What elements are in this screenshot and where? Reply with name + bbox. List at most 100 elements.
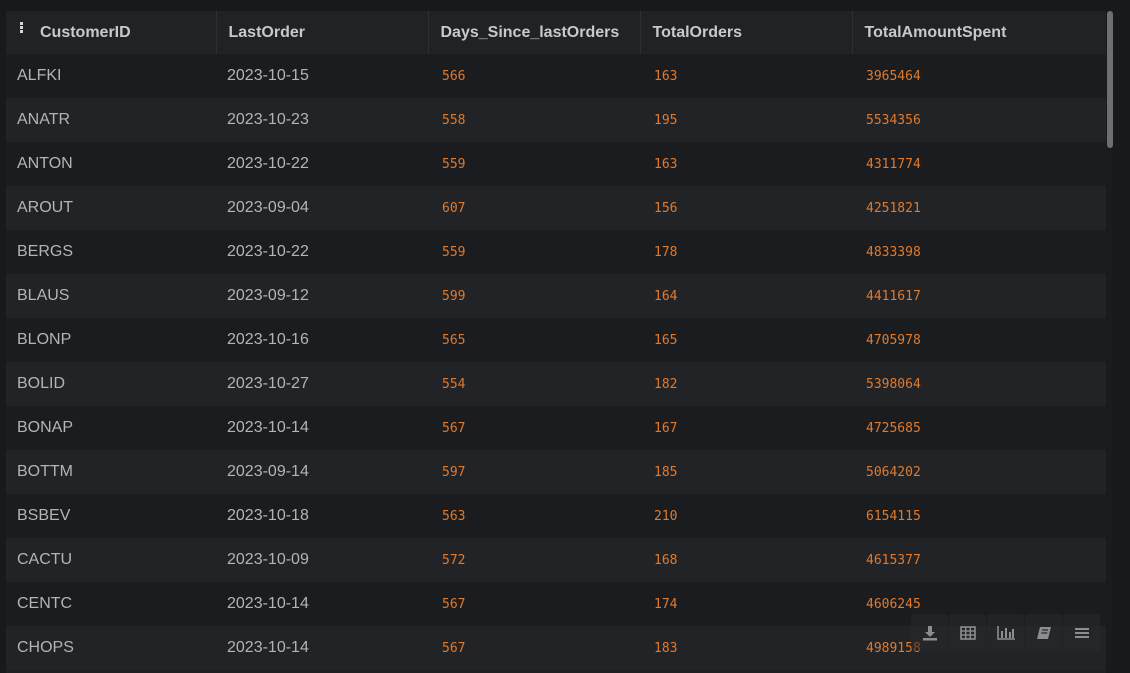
table-view-button[interactable] xyxy=(949,614,986,651)
notebook-icon xyxy=(1036,626,1051,639)
menu-button[interactable] xyxy=(1063,614,1100,651)
cell-days-since: 567 xyxy=(442,640,466,656)
cell-totalorders: 167 xyxy=(654,420,678,436)
cell-totalamountspent: 5534356 xyxy=(866,112,921,128)
cell-totalamountspent: 4615377 xyxy=(866,552,921,568)
column-header-lastorder[interactable]: LastOrder xyxy=(216,11,429,54)
cell-lastorder: 2023-09-12 xyxy=(227,287,309,304)
cell-totalorders: 183 xyxy=(654,640,678,656)
menu-icon xyxy=(1074,627,1089,638)
column-header-label: TotalAmountSpent xyxy=(864,23,1007,41)
cell-customerid: ALFKI xyxy=(17,67,62,84)
table-row[interactable]: BERGS 2023-10-22 559 178 4833398 xyxy=(6,230,1106,274)
cell-customerid: ANATR xyxy=(17,111,71,128)
cell-customerid: ANTON xyxy=(17,155,73,172)
cell-totalorders: 165 xyxy=(654,332,678,348)
cell-days-since: 565 xyxy=(442,332,466,348)
cell-days-since: 558 xyxy=(442,112,466,128)
cell-lastorder: 2023-10-22 xyxy=(227,243,309,260)
cell-totalorders: 178 xyxy=(654,244,678,260)
cell-days-since: 566 xyxy=(442,68,466,84)
cell-lastorder: 2023-10-09 xyxy=(227,551,309,568)
column-header-totalamountspent[interactable]: TotalAmountSpent xyxy=(852,11,1106,54)
cell-lastorder: 2023-10-16 xyxy=(227,331,309,348)
cell-totalamountspent: 4725685 xyxy=(866,420,921,436)
cell-days-since: 559 xyxy=(442,156,466,172)
table-row[interactable]: ALFKI 2023-10-15 566 163 3965464 xyxy=(6,54,1106,98)
cell-totalorders: 163 xyxy=(654,156,678,172)
bar-chart-icon xyxy=(996,625,1015,640)
cell-totalamountspent: 6154115 xyxy=(866,508,921,524)
cell-days-since: 559 xyxy=(442,244,466,260)
cell-totalamountspent: 5064202 xyxy=(866,464,921,480)
table-row[interactable]: AROUT 2023-09-04 607 156 4251821 xyxy=(6,186,1106,230)
cell-totalamountspent: 4989158 xyxy=(866,640,921,656)
cell-lastorder: 2023-10-18 xyxy=(227,507,309,524)
cell-totalamountspent: 4833398 xyxy=(866,244,921,260)
cell-totalorders: 195 xyxy=(654,112,678,128)
table-row[interactable]: BOTTM 2023-09-14 597 185 5064202 xyxy=(6,450,1106,494)
column-header-days-since[interactable]: Days_Since_lastOrders xyxy=(428,11,641,54)
notebook-button[interactable] xyxy=(1025,614,1062,651)
cell-totalorders: 164 xyxy=(654,288,678,304)
cell-totalamountspent: 4606245 xyxy=(866,596,921,612)
cell-totalorders: 182 xyxy=(654,376,678,392)
vertical-scrollbar[interactable] xyxy=(1107,11,1113,663)
cell-days-since: 554 xyxy=(442,376,466,392)
cell-days-since: 597 xyxy=(442,464,466,480)
column-header-totalorders[interactable]: TotalOrders xyxy=(640,11,853,54)
download-icon xyxy=(922,625,937,640)
cell-lastorder: 2023-10-14 xyxy=(227,419,309,436)
cell-customerid: BONAP xyxy=(17,419,74,436)
table-row[interactable]: BLAUS 2023-09-12 599 164 4411617 xyxy=(6,274,1106,318)
cell-totalamountspent: 4311774 xyxy=(866,156,921,172)
column-menu-icon[interactable] xyxy=(20,22,24,34)
cell-lastorder: 2023-10-15 xyxy=(227,67,309,84)
cell-customerid: BERGS xyxy=(17,243,74,260)
column-header-customerid[interactable]: CustomerID xyxy=(6,11,217,54)
cell-customerid: BOLID xyxy=(17,375,66,392)
cell-totalorders: 163 xyxy=(654,68,678,84)
download-button[interactable] xyxy=(911,614,948,651)
cell-totalorders: 168 xyxy=(654,552,678,568)
cell-totalorders: 210 xyxy=(654,508,678,524)
cell-lastorder: 2023-10-27 xyxy=(227,375,309,392)
cell-days-since: 567 xyxy=(442,596,466,612)
results-table: CustomerID LastOrder Days_Since_lastOrde… xyxy=(6,11,1106,670)
cell-customerid: CENTC xyxy=(17,595,73,612)
column-header-label: Days_Since_lastOrders xyxy=(440,23,620,41)
cell-totalamountspent: 3965464 xyxy=(866,68,921,84)
cell-customerid: BLONP xyxy=(17,331,72,348)
results-toolbar xyxy=(911,614,1100,652)
cell-customerid: CHOPS xyxy=(17,639,74,656)
column-header-label: LastOrder xyxy=(228,23,305,41)
header-row: CustomerID LastOrder Days_Since_lastOrde… xyxy=(6,11,1106,54)
cell-days-since: 599 xyxy=(442,288,466,304)
table-icon xyxy=(959,625,976,640)
table-row[interactable]: ANATR 2023-10-23 558 195 5534356 xyxy=(6,98,1106,142)
cell-totalorders: 185 xyxy=(654,464,678,480)
table-row[interactable]: BOLID 2023-10-27 554 182 5398064 xyxy=(6,362,1106,406)
scrollbar-thumb[interactable] xyxy=(1107,11,1113,148)
chart-view-button[interactable] xyxy=(987,614,1024,651)
cell-lastorder: 2023-09-14 xyxy=(227,463,309,480)
cell-days-since: 567 xyxy=(442,420,466,436)
cell-totalamountspent: 5398064 xyxy=(866,376,921,392)
cell-customerid: BLAUS xyxy=(17,287,70,304)
cell-totalamountspent: 4411617 xyxy=(866,288,921,304)
cell-customerid: BSBEV xyxy=(17,507,71,524)
column-header-label: TotalOrders xyxy=(652,23,743,41)
table-row[interactable]: ANTON 2023-10-22 559 163 4311774 xyxy=(6,142,1106,186)
table-row[interactable]: BSBEV 2023-10-18 563 210 6154115 xyxy=(6,494,1106,538)
column-header-label: CustomerID xyxy=(40,23,131,41)
table-row[interactable]: CACTU 2023-10-09 572 168 4615377 xyxy=(6,538,1106,582)
table-row[interactable]: BONAP 2023-10-14 567 167 4725685 xyxy=(6,406,1106,450)
cell-customerid: AROUT xyxy=(17,199,73,216)
results-grid: CustomerID LastOrder Days_Since_lastOrde… xyxy=(6,11,1106,673)
cell-lastorder: 2023-10-14 xyxy=(227,639,309,656)
table-row[interactable]: CENTC 2023-10-14 567 174 4606245 xyxy=(6,582,1106,626)
cell-days-since: 607 xyxy=(442,200,466,216)
cell-totalorders: 156 xyxy=(654,200,678,216)
cell-lastorder: 2023-10-14 xyxy=(227,595,309,612)
table-row[interactable]: BLONP 2023-10-16 565 165 4705978 xyxy=(6,318,1106,362)
